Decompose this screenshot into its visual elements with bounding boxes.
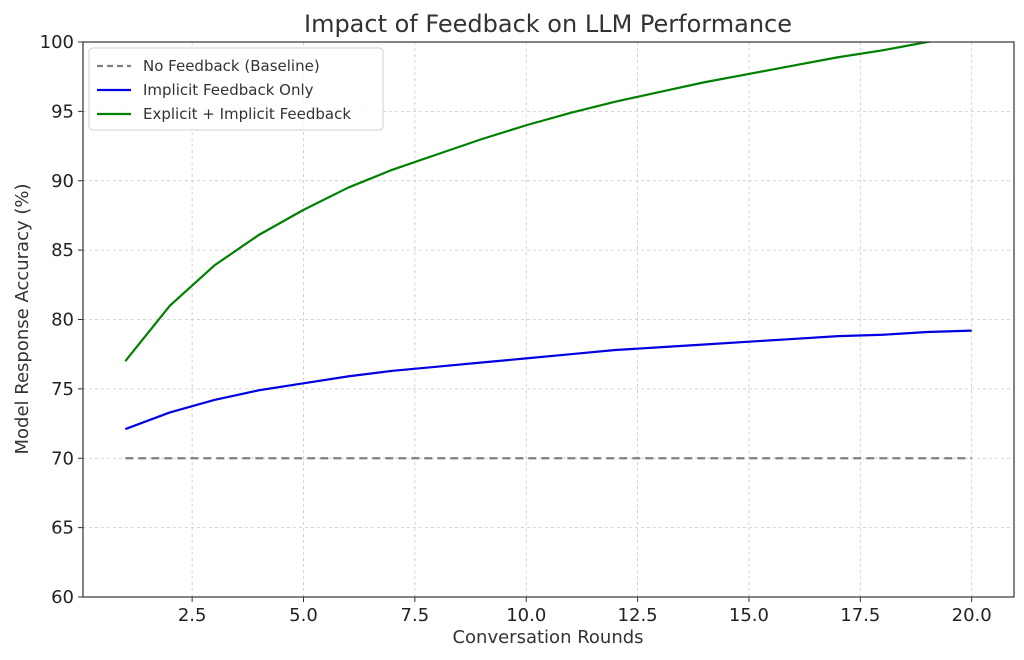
legend-label-implicit-feedback-only: Implicit Feedback Only: [143, 81, 314, 99]
series-layer: [124, 42, 972, 460]
y-tick-label: 95: [51, 101, 74, 122]
x-tick-label: 10.0: [506, 605, 546, 626]
x-tick-label: 17.5: [840, 605, 880, 626]
legend-label-no-feedback-baseline: No Feedback (Baseline): [143, 57, 320, 75]
x-tick-label: 15.0: [729, 605, 769, 626]
legend-label-explicit-implicit-feedback: Explicit + Implicit Feedback: [143, 105, 351, 123]
x-tick-label: 20.0: [952, 605, 992, 626]
x-axis-label: Conversation Rounds: [452, 627, 643, 648]
x-tick-label: 2.5: [178, 605, 207, 626]
y-tick-label: 80: [51, 310, 74, 331]
series-line-implicit-feedback-only: [124, 329, 972, 431]
x-tick-label: 12.5: [618, 605, 658, 626]
y-axis-label: Model Response Accuracy (%): [12, 184, 33, 455]
legend: No Feedback (Baseline) Implicit Feedback …: [88, 47, 384, 131]
y-tick-label: 60: [51, 587, 74, 608]
legend-box: [88, 47, 384, 131]
y-tick-label: 75: [51, 379, 74, 400]
x-tick-label: 5.0: [289, 605, 318, 626]
y-tick-label: 90: [51, 171, 74, 192]
series-line-explicit-implicit-feedback: [124, 42, 935, 362]
y-tick-label: 85: [51, 240, 74, 261]
y-tick-label: 70: [51, 448, 74, 469]
tick-layer: 2.5 5.0 7.5 10.0 12.5 15.0 17.5 20.0 60 65 70 75 80 8…: [40, 32, 992, 626]
chart-title: Impact of Feedback on LLM Performance: [304, 10, 792, 38]
x-tick-label: 7.5: [401, 605, 430, 626]
y-tick-label: 100: [40, 32, 74, 53]
y-tick-label: 65: [51, 518, 74, 539]
